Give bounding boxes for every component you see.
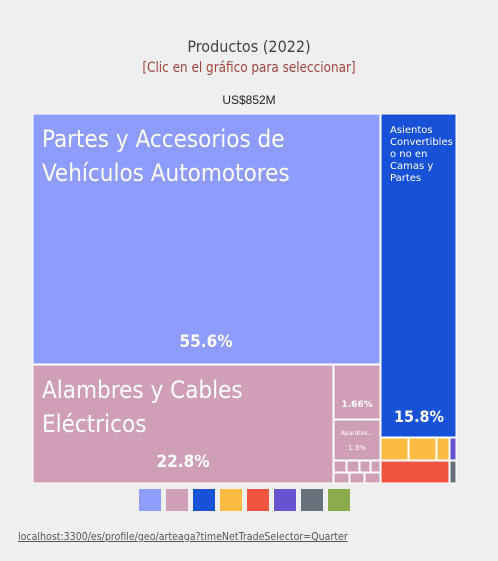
legend-swatch-5[interactable] [247,489,269,511]
treemap-tile-gray[interactable] [449,460,457,484]
tile-label-asientos: Asientos Convertibles o no en Camas y Partes [390,125,453,184]
treemap-tile-tiny-4[interactable] [370,460,381,473]
treemap-tile-tiny-6[interactable] [349,472,365,484]
legend-swatch-3[interactable] [193,489,215,511]
treemap-tile-purple[interactable] [449,437,457,461]
chart-title: Productos (2022) [187,37,311,56]
footer-url-link[interactable]: localhost:3300/es/profile/geo/arteaga?ti… [18,530,348,543]
legend-swatch-2[interactable] [166,489,188,511]
treemap-tile-asientos[interactable] [380,113,457,438]
legend-swatch-1[interactable] [139,489,161,511]
treemap-tile-small-2[interactable] [333,419,381,461]
treemap-tile-tiny-3[interactable] [359,460,371,473]
treemap-tile-tiny-2[interactable] [346,460,360,473]
tile-share-small-1: 1.66% [341,400,372,410]
tile-label-partes-accesorios: Partes y Accesorios de Vehículos Automoto… [42,125,290,187]
treemap-tile-yellow-3[interactable] [436,437,450,461]
tile-share-alambres-cables: 22.8% [156,452,209,472]
tile-share-small-2: 1.3% [348,444,366,452]
tile-share-asientos: 15.8% [394,407,444,426]
treemap-tile-small-1[interactable] [333,364,381,420]
treemap-tile-red[interactable] [380,460,450,484]
chart-subtitle: [Clic en el gráfico para seleccionar] [142,60,356,76]
legend-swatch-8[interactable] [328,489,350,511]
treemap-tile-tiny-7[interactable] [364,472,381,484]
treemap-tile-partes-accesorios[interactable] [32,113,381,365]
legend-swatch-4[interactable] [220,489,242,511]
tile-label-alambres-cables: Alambres y Cables Eléctricos [42,376,243,438]
treemap-tile-alambres-cables[interactable] [32,364,334,484]
legend-swatch-6[interactable] [274,489,296,511]
treemap-tile-tiny-1[interactable] [333,460,347,473]
treemap-tile-tiny-5[interactable] [333,472,350,484]
legend-swatch-7[interactable] [301,489,323,511]
treemap-tile-yellow-2[interactable] [408,437,437,461]
chart-total: US$852M [222,93,276,107]
tile-share-partes-accesorios: 55.6% [179,332,232,352]
tile-label-small-2: Aparatos... [341,430,374,437]
treemap-tile-yellow-1[interactable] [380,437,409,461]
legend [139,489,350,511]
